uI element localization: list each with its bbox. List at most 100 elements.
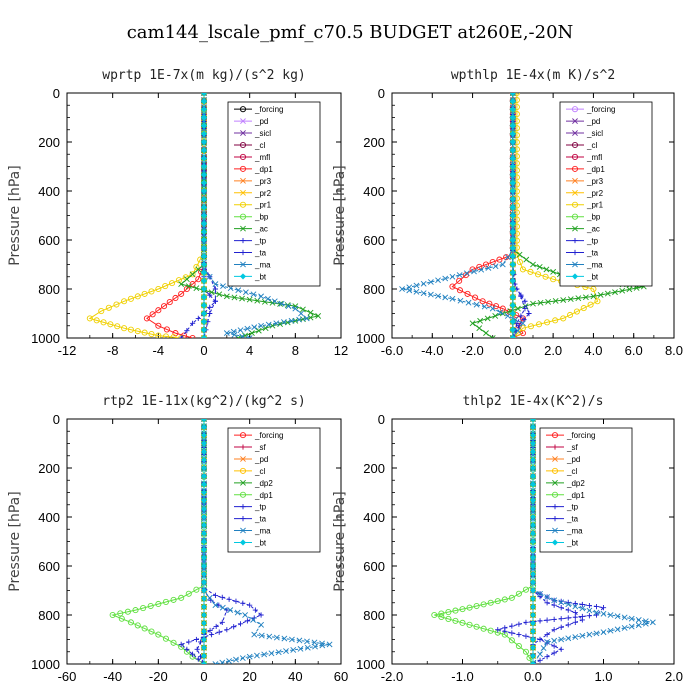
y-tick-label: 0 — [53, 412, 60, 427]
series-marker_ma — [586, 607, 593, 614]
legend-marker_bt — [551, 539, 559, 546]
series-marker_ac — [193, 285, 200, 292]
series-marker_pr1 — [86, 315, 93, 322]
series-marker_bt — [529, 546, 537, 553]
y-tick-label: 1000 — [356, 657, 385, 672]
series-marker_bt — [509, 114, 516, 121]
series-marker_ma — [614, 626, 621, 633]
series-marker_ma — [212, 281, 219, 288]
series-marker_bt — [200, 505, 208, 512]
series-marker_pr1 — [516, 258, 523, 266]
series-marker_ma — [565, 635, 572, 642]
series-marker_pr1 — [550, 276, 557, 283]
series-marker_bt — [200, 620, 208, 627]
series-marker_tp — [258, 612, 264, 618]
series-marker_ta — [537, 636, 543, 643]
series-marker_ma — [593, 609, 600, 616]
series-marker_ma — [275, 649, 282, 656]
series-marker_ma — [292, 305, 299, 312]
legend-label_bp: _bp — [254, 213, 269, 222]
series-marker_dp1 — [496, 256, 503, 263]
series-marker_dp1 — [522, 586, 530, 593]
legend-marker_mfl — [239, 153, 247, 160]
series-marker_dp1 — [515, 642, 522, 650]
legend-label_pd: _pd — [254, 117, 268, 126]
series-marker_dp1 — [438, 610, 445, 617]
series-marker_ac — [315, 313, 322, 319]
legend-marker_pr3 — [240, 177, 246, 184]
legend: _forcing _sf _pd _cl _dp2 _dp1 _tp _ta _ma _bt — [539, 427, 633, 553]
series-marker_ta — [565, 607, 571, 613]
x-tick-label: 2.0 — [665, 669, 683, 684]
series-marker_ma — [239, 655, 246, 662]
series-marker_dp1 — [449, 283, 456, 290]
series-marker_bt — [529, 432, 537, 439]
legend-marker_tp — [240, 237, 246, 244]
series-marker_tp — [178, 641, 184, 647]
series-marker_ma — [273, 634, 280, 641]
y-tick-label: 400 — [363, 510, 385, 525]
series-marker_pr1 — [107, 321, 114, 328]
series-marker_ta — [212, 298, 219, 304]
series-marker_pr1 — [141, 329, 148, 336]
series-marker_pr1 — [168, 280, 176, 287]
x-tick-label: -2.0 — [461, 343, 483, 358]
series-marker_bt — [529, 538, 537, 545]
series-marker_ma — [254, 652, 260, 659]
legend-label_pr3: _pr3 — [586, 177, 604, 186]
series-marker_pr1 — [148, 331, 155, 338]
series-marker_bt — [509, 130, 516, 137]
series-marker_tp — [593, 604, 600, 610]
series-marker_pr1 — [552, 317, 559, 324]
legend-label_ta: _ta — [254, 249, 267, 258]
series-marker_tp — [207, 292, 213, 298]
series-marker_bt — [200, 334, 208, 338]
series-marker_bt — [529, 419, 537, 423]
series-marker_ma — [537, 590, 543, 597]
series-marker_ma — [435, 277, 441, 284]
panel-title: rtp2 1E-11x(kg^2)/(kg^2 s) — [102, 394, 306, 409]
series-marker_dp1 — [124, 608, 131, 615]
legend-marker_bt — [571, 273, 579, 280]
series-marker_bt — [529, 424, 537, 431]
y-tick-label: 800 — [363, 282, 385, 297]
x-tick-label: 0.0 — [524, 669, 542, 684]
legend-label_pd: _pd — [586, 117, 600, 126]
series-line_dp1 — [111, 419, 205, 664]
legend-marker_dp2 — [552, 479, 558, 486]
series-marker_bt — [529, 513, 537, 521]
legend-marker_dp1 — [239, 165, 247, 172]
series-marker_ma — [251, 324, 258, 331]
series-marker_tp — [502, 628, 508, 634]
legend-label_dp1: _dp1 — [586, 165, 605, 174]
series-marker_ma — [278, 300, 285, 307]
series-marker_ma — [212, 661, 219, 664]
series-marker_dp1 — [193, 586, 200, 593]
series-marker_tp — [537, 618, 543, 624]
series-marker_pr1 — [175, 277, 182, 284]
series-marker_bt — [529, 660, 537, 664]
series-marker_ma — [579, 632, 586, 639]
series-marker_ma — [530, 419, 536, 422]
legend-label_mfl: _mfl — [586, 153, 602, 162]
series-marker_ac — [612, 289, 618, 296]
series-marker_ma — [497, 309, 504, 316]
series-marker_dp1 — [143, 315, 150, 322]
series-marker_bt — [509, 93, 516, 97]
series-marker_ac — [597, 292, 604, 298]
legend-marker_ta — [240, 515, 246, 522]
series-marker_ta — [197, 639, 204, 645]
series-marker_bt — [509, 236, 516, 244]
series-marker_ta — [572, 619, 578, 625]
series-marker_ac — [530, 300, 536, 307]
series-marker_pr1 — [127, 326, 134, 333]
y-tick-label: 600 — [363, 233, 385, 248]
series-marker_tp — [544, 654, 550, 660]
series-marker_dp1 — [178, 594, 185, 601]
series-marker_ma — [489, 305, 496, 312]
series-marker_tp — [509, 630, 515, 636]
series-marker_tp — [184, 328, 190, 334]
series-marker_ma — [206, 273, 213, 280]
series-marker_dp1 — [155, 307, 162, 314]
series-marker_tp — [516, 621, 522, 627]
